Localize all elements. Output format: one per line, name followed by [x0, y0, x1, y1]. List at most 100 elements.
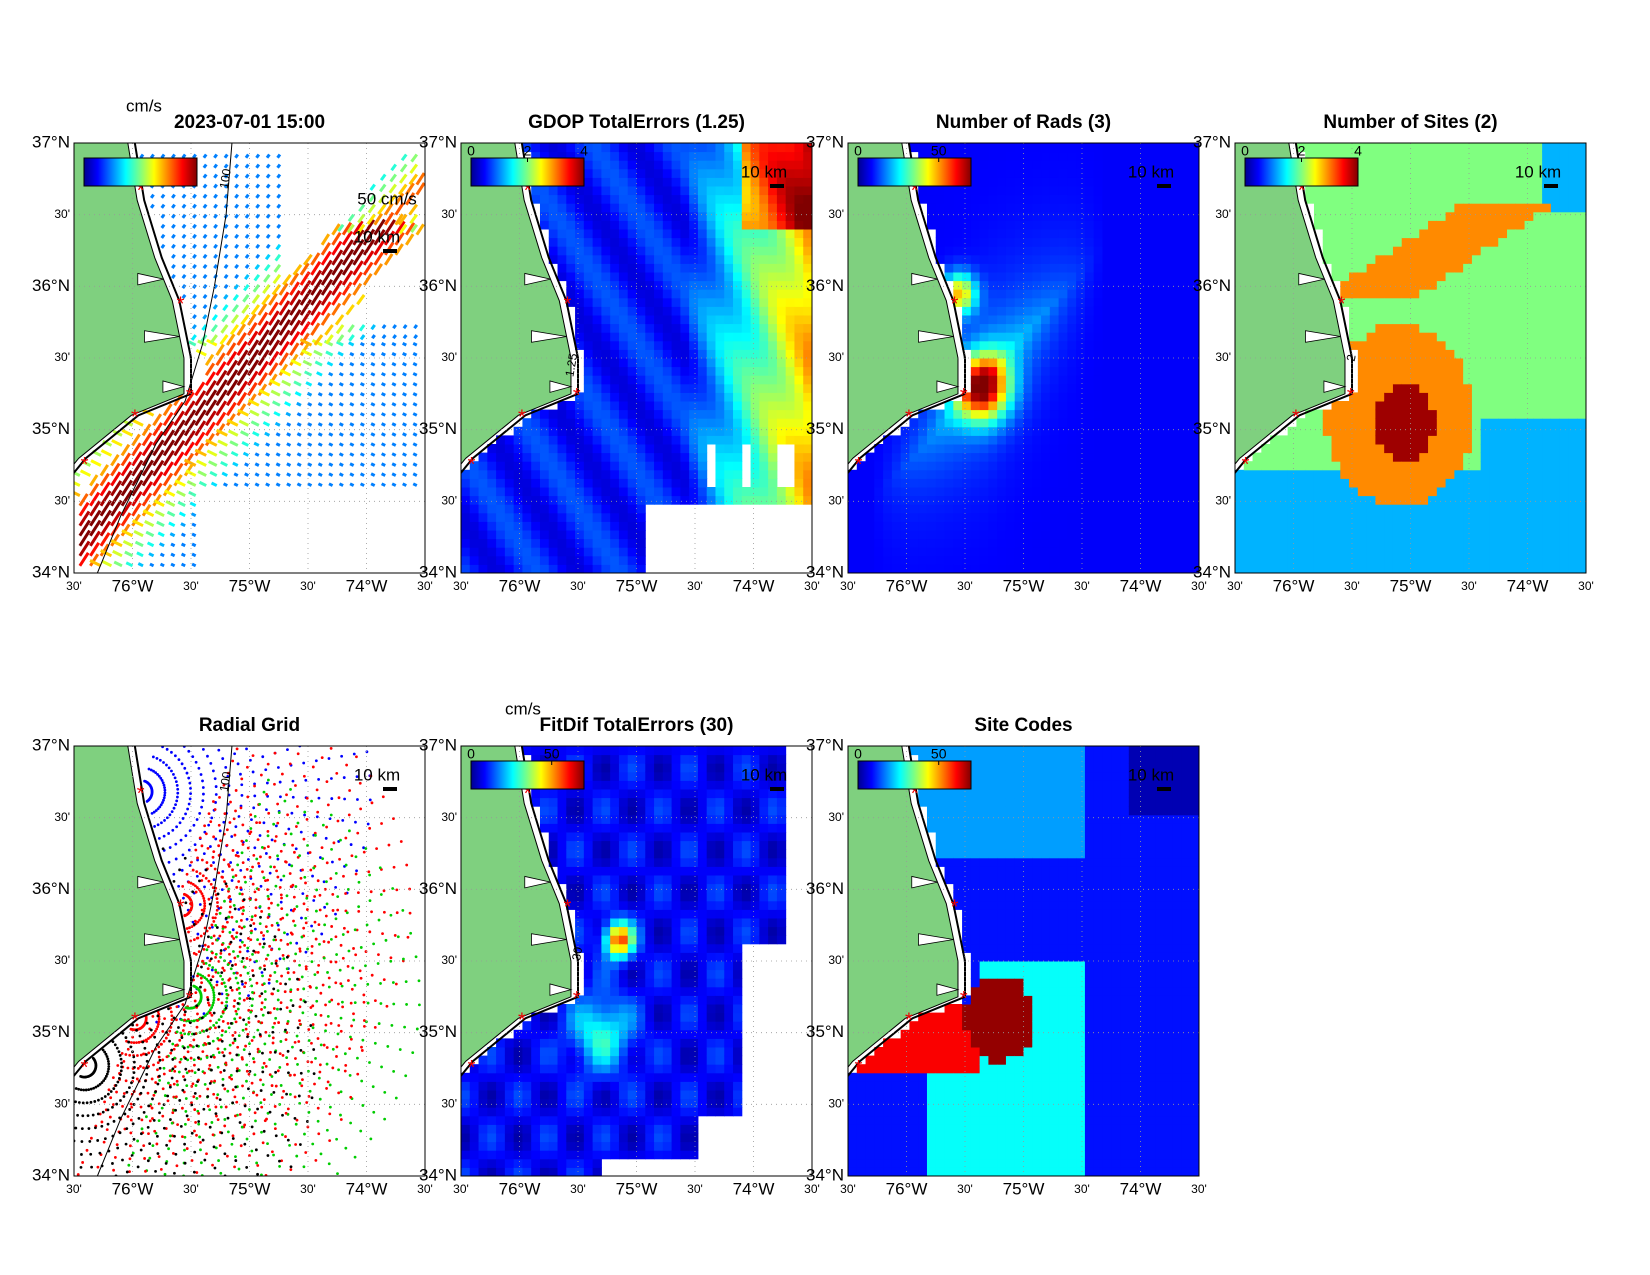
- current-vector: [408, 203, 419, 216]
- field-cell: [1041, 289, 1051, 299]
- field-cell: [1014, 401, 1024, 411]
- field-cell: [548, 435, 559, 445]
- field-cell: [671, 315, 681, 325]
- field-cell: [1401, 332, 1411, 342]
- field-cell: [1428, 151, 1438, 161]
- field-cell: [1366, 521, 1376, 531]
- field-cell: [724, 263, 734, 273]
- field-cell: [1058, 263, 1068, 273]
- field-cell: [1120, 160, 1130, 170]
- current-vector: [397, 213, 408, 226]
- field-cell: [1067, 426, 1077, 436]
- current-vector: [402, 392, 407, 397]
- field-cell: [1375, 435, 1385, 445]
- current-vector: [275, 462, 281, 467]
- current-vector: [359, 422, 365, 427]
- field-cell: [733, 211, 743, 221]
- current-vector: [223, 233, 229, 239]
- field-cell: [1436, 177, 1447, 187]
- field-cell: [1445, 349, 1455, 359]
- field-cell: [539, 461, 550, 471]
- field-cell: [618, 237, 629, 247]
- y-tick-label: 35°N: [806, 419, 844, 438]
- current-vector: [223, 273, 229, 279]
- field-cell: [1137, 186, 1147, 196]
- field-cell: [654, 246, 664, 256]
- field-cell: [689, 469, 699, 479]
- field-cell: [883, 444, 893, 454]
- field-cell: [918, 186, 928, 196]
- field-cell: [1146, 168, 1156, 178]
- current-vector: [242, 294, 250, 303]
- current-vector: [310, 269, 322, 286]
- field-cell: [970, 383, 981, 393]
- field-cell: [522, 444, 532, 454]
- field-cell: [741, 349, 752, 359]
- field-cell: [1067, 143, 1077, 153]
- current-vector: [257, 339, 270, 356]
- field-cell: [1366, 340, 1376, 350]
- current-vector: [335, 340, 344, 347]
- field-cell: [1146, 426, 1156, 436]
- field-cell: [926, 504, 937, 514]
- current-vector: [289, 272, 300, 286]
- field-cell: [1172, 547, 1182, 557]
- current-vector: [125, 561, 134, 568]
- field-cell: [583, 547, 594, 557]
- field-cell: [1137, 229, 1147, 239]
- field-cell: [592, 530, 602, 540]
- field-cell: [504, 444, 515, 454]
- field-cell: [1067, 487, 1077, 497]
- field-cell: [776, 168, 787, 178]
- field-cell: [759, 160, 769, 170]
- current-vector: [255, 163, 261, 169]
- field-cell: [1084, 229, 1095, 239]
- field-cell: [618, 461, 629, 471]
- current-vector: [162, 484, 173, 497]
- field-cell: [759, 469, 769, 479]
- field-cell: [1128, 512, 1139, 522]
- field-cell: [883, 452, 893, 462]
- field-cell: [583, 143, 594, 153]
- field-cell: [1128, 237, 1139, 247]
- field-cell: [1067, 186, 1077, 196]
- field-cell: [583, 151, 594, 161]
- current-vector: [271, 284, 282, 296]
- current-vector: [413, 334, 419, 340]
- field-cell: [1428, 418, 1438, 428]
- current-vector: [310, 299, 322, 316]
- field-cell: [944, 426, 954, 436]
- field-cell: [1146, 194, 1156, 204]
- field-cell: [768, 272, 778, 282]
- field-cell: [1111, 220, 1121, 230]
- field-cell: [1428, 315, 1438, 325]
- field-cell: [1041, 315, 1051, 325]
- field-cell: [548, 418, 559, 428]
- field-cell: [1032, 358, 1042, 368]
- field-cell: [1111, 401, 1121, 411]
- field-cell: [1111, 512, 1121, 522]
- field-cell: [1032, 478, 1042, 488]
- field-cell: [697, 323, 708, 333]
- field-cell: [671, 237, 681, 247]
- field-cell: [627, 555, 637, 565]
- field-cell: [953, 186, 963, 196]
- current-vector: [244, 163, 250, 169]
- field-cell: [1172, 530, 1182, 540]
- field-cell: [627, 435, 637, 445]
- field-cell: [1032, 168, 1042, 178]
- field-cell: [1146, 392, 1156, 402]
- field-cell: [1137, 478, 1147, 488]
- field-cell: [1120, 426, 1130, 436]
- current-vector: [236, 332, 247, 346]
- field-cell: [1014, 383, 1024, 393]
- field-cell: [1445, 564, 1455, 573]
- field-cell: [733, 237, 743, 247]
- field-cell: [1172, 564, 1182, 573]
- field-cell: [1032, 401, 1042, 411]
- field-cell: [1102, 237, 1112, 247]
- current-vector: [204, 421, 216, 437]
- field-cell: [636, 469, 646, 479]
- field-cell: [531, 478, 541, 488]
- field-cell: [1384, 461, 1394, 471]
